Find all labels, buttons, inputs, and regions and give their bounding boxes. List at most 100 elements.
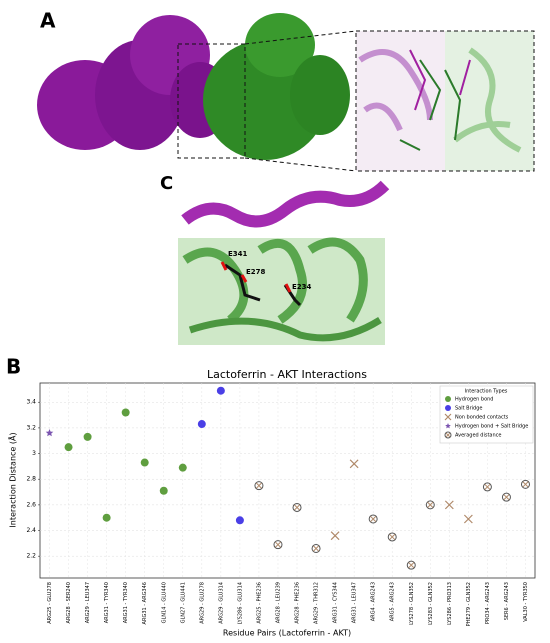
residue-label: E234 xyxy=(292,283,312,291)
x-tick-label: ARG31 - CYS344 xyxy=(333,582,339,623)
x-tick-label: ARG25 - GLU278 xyxy=(47,582,53,624)
marker-shape xyxy=(370,516,377,522)
zoom-line xyxy=(244,157,357,172)
y-axis-label: Interaction Distance (Å) xyxy=(7,432,18,527)
panel-label: B xyxy=(6,355,21,379)
marker-shape xyxy=(463,514,473,524)
marker-shape xyxy=(311,543,321,553)
zoom-inset xyxy=(355,30,535,172)
y-tick-label: 3 xyxy=(32,450,36,457)
marker-shape xyxy=(216,386,225,395)
legend-label: Averaged distance xyxy=(455,433,501,439)
legend-title: Interaction Types xyxy=(465,389,508,395)
data-point xyxy=(311,543,321,553)
x-tick-label: ARG29 - GLU314 xyxy=(218,582,224,624)
data-point xyxy=(444,500,454,510)
data-point xyxy=(273,540,283,550)
x-tick-label: ARG31 - TYR340 xyxy=(104,582,110,623)
legend-label: Non bonded contacts xyxy=(455,415,509,421)
marker-shape xyxy=(294,504,300,511)
legend-marker xyxy=(445,423,451,429)
protein-surface-purple xyxy=(37,15,230,150)
marker-shape xyxy=(159,486,168,495)
protein-surface-green xyxy=(203,13,350,160)
data-point xyxy=(216,386,225,395)
data-point xyxy=(406,560,416,570)
x-tick-label: LYS286 - GLU314 xyxy=(237,582,243,625)
y-tick-label: 2.2 xyxy=(26,553,36,560)
y-tick-label: 3.2 xyxy=(26,424,36,431)
data-point xyxy=(425,500,435,510)
x-tick-label: SER6 - ARG243 xyxy=(504,582,510,620)
marker-shape xyxy=(445,396,451,402)
marker-shape xyxy=(275,541,281,548)
data-point xyxy=(254,481,264,491)
x-tick-label: ARG29 - GLU278 xyxy=(199,582,205,624)
marker-shape xyxy=(444,413,452,421)
marker-shape xyxy=(330,531,340,541)
data-point xyxy=(387,532,397,542)
marker-shape xyxy=(445,432,451,438)
marker-shape xyxy=(273,540,283,550)
marker-shape xyxy=(102,513,111,522)
marker-shape xyxy=(368,514,378,524)
marker-shape xyxy=(520,479,530,489)
data-point xyxy=(235,516,244,525)
data-point xyxy=(482,482,492,492)
panel-label: C xyxy=(160,173,173,194)
legend-box xyxy=(439,385,534,444)
data-point xyxy=(83,432,92,441)
marker-shape xyxy=(64,443,73,452)
marker-shape xyxy=(313,545,320,552)
plot-frame xyxy=(39,382,536,579)
legend-label: Hydrogen bond + Salt Bridge xyxy=(455,424,528,430)
marker-shape xyxy=(389,533,396,540)
data-point xyxy=(368,514,378,524)
x-tick-label: PHE279 - GLN352 xyxy=(466,582,472,626)
zoom-line xyxy=(244,30,357,45)
legend-label: Salt Bridge xyxy=(455,406,482,412)
marker-shape xyxy=(406,560,416,570)
data-point xyxy=(102,513,111,522)
marker-shape xyxy=(522,481,529,488)
data-point xyxy=(197,420,206,429)
marker-shape xyxy=(254,481,264,491)
marker-shape xyxy=(197,420,206,429)
x-tick-label: ARG31 - TYR340 xyxy=(123,582,129,623)
x-axis-label: Residue Pairs (Lactoferrin - AKT) xyxy=(223,629,351,638)
data-point xyxy=(159,486,168,495)
x-tick-label: VAL30 - TYR350 xyxy=(523,582,529,622)
y-tick-label: 2.6 xyxy=(26,501,36,508)
marker-shape xyxy=(178,463,187,472)
data-point xyxy=(501,492,511,502)
zoom-box xyxy=(177,43,246,159)
marker-shape xyxy=(349,459,359,469)
marker-shape xyxy=(501,492,511,502)
y-tick-label: 3.4 xyxy=(26,399,36,406)
data-point xyxy=(140,458,149,467)
y-tick-label: 2.8 xyxy=(26,476,36,483)
data-point xyxy=(463,514,473,524)
marker-shape xyxy=(292,502,302,512)
data-point xyxy=(349,459,359,469)
structure-image xyxy=(178,172,390,345)
marker-shape xyxy=(484,483,491,490)
marker-shape xyxy=(427,501,434,508)
data-point xyxy=(330,531,340,541)
x-tick-label: LYS278 - GLN352 xyxy=(409,582,415,625)
marker-shape xyxy=(387,532,397,542)
data-point xyxy=(45,429,54,437)
x-tick-label: ARG28 - LEU239 xyxy=(275,582,281,623)
x-tick-label: ARG25 - PHE236 xyxy=(256,582,262,624)
x-tick-label: PRO34 - ARG243 xyxy=(485,582,491,624)
marker-shape xyxy=(445,405,451,411)
y-tick-label: 2.4 xyxy=(26,527,36,534)
marker-shape xyxy=(503,494,510,501)
legend-marker xyxy=(444,431,452,439)
data-point xyxy=(121,408,130,417)
data-point xyxy=(178,463,187,472)
x-tick-label: ARG31 - ARG346 xyxy=(142,582,148,624)
x-tick-label: ARG4 - ARG243 xyxy=(371,582,377,621)
marker-shape xyxy=(482,482,492,492)
